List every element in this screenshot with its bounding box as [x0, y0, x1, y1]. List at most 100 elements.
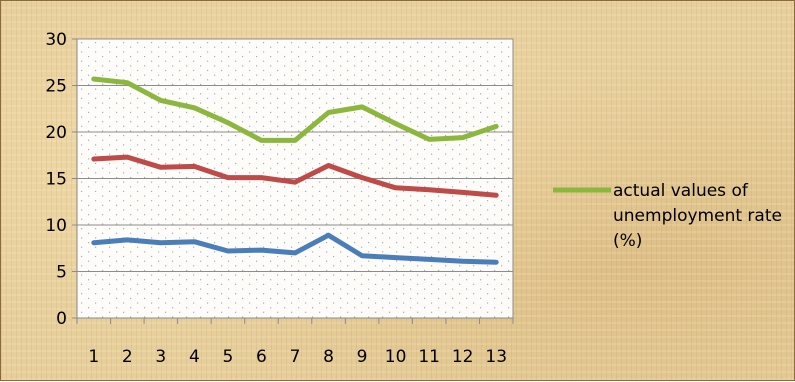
- pattern-dot: [501, 302, 503, 304]
- pattern-dot: [326, 307, 328, 309]
- pattern-dot: [375, 162, 377, 165]
- pattern-dot: [333, 88, 335, 90]
- pattern-dot: [487, 218, 489, 220]
- pattern-dot: [361, 135, 363, 137]
- pattern-dot: [270, 148, 272, 151]
- pattern-dot: [333, 144, 335, 146]
- x-tick-label: 5: [223, 347, 234, 367]
- pattern-dot: [151, 60, 153, 62]
- pattern-dot: [214, 279, 216, 281]
- pattern-dot: [347, 283, 349, 285]
- pattern-dot: [298, 121, 300, 123]
- pattern-dot: [368, 65, 370, 67]
- pattern-dot: [221, 88, 223, 90]
- pattern-dot: [508, 65, 510, 67]
- pattern-dot: [242, 279, 244, 281]
- pattern-dot: [298, 148, 300, 151]
- pattern-dot: [130, 111, 132, 113]
- pattern-dot: [354, 232, 356, 234]
- pattern-dot: [417, 162, 419, 165]
- pattern-dot: [347, 116, 349, 118]
- pattern-dot: [452, 46, 454, 48]
- pattern-dot: [123, 246, 125, 248]
- pattern-dot: [116, 102, 118, 104]
- pattern-dot: [277, 190, 279, 192]
- pattern-dot: [389, 209, 391, 211]
- pattern-dot: [144, 74, 146, 76]
- pattern-dot: [235, 79, 237, 81]
- pattern-dot: [382, 176, 384, 179]
- pattern-dot: [431, 153, 433, 155]
- pattern-dot: [473, 172, 475, 174]
- pattern-dot: [382, 288, 384, 290]
- pattern-dot: [305, 88, 307, 90]
- pattern-dot: [368, 232, 370, 234]
- pattern-dot: [403, 190, 405, 192]
- pattern-dot: [214, 158, 216, 160]
- pattern-dot: [403, 144, 405, 146]
- pattern-dot: [326, 83, 328, 85]
- pattern-dot: [130, 307, 132, 309]
- pattern-dot: [137, 246, 139, 248]
- pattern-dot: [333, 209, 335, 211]
- pattern-dot: [494, 158, 496, 160]
- pattern-dot: [81, 181, 83, 183]
- pattern-dot: [333, 135, 335, 137]
- pattern-dot: [466, 167, 468, 169]
- pattern-dot: [445, 246, 447, 248]
- pattern-dot: [487, 237, 489, 239]
- pattern-dot: [431, 293, 433, 295]
- pattern-dot: [438, 242, 440, 244]
- pattern-dot: [242, 83, 244, 85]
- pattern-dot: [186, 251, 188, 253]
- pattern-dot: [361, 79, 363, 81]
- pattern-dot: [382, 158, 384, 160]
- pattern-dot: [137, 135, 139, 137]
- pattern-dot: [459, 265, 461, 267]
- pattern-dot: [270, 46, 272, 48]
- pattern-dot: [81, 237, 83, 239]
- pattern-dot: [193, 274, 195, 276]
- pattern-dot: [375, 246, 377, 248]
- pattern-dot: [347, 302, 349, 304]
- pattern-dot: [494, 176, 496, 179]
- pattern-dot: [284, 242, 286, 244]
- pattern-dot: [410, 139, 412, 141]
- pattern-dot: [172, 186, 174, 188]
- pattern-dot: [137, 283, 139, 285]
- pattern-dot: [81, 228, 83, 230]
- pattern-dot: [221, 153, 223, 155]
- pattern-dot: [340, 297, 342, 299]
- pattern-dot: [333, 228, 335, 230]
- pattern-dot: [88, 148, 90, 151]
- pattern-dot: [312, 279, 314, 281]
- pattern-dot: [333, 302, 335, 304]
- pattern-dot: [81, 144, 83, 146]
- pattern-dot: [319, 162, 321, 165]
- pattern-dot: [319, 246, 321, 248]
- pattern-dot: [130, 46, 132, 48]
- pattern-dot: [242, 316, 244, 318]
- pattern-dot: [459, 69, 461, 72]
- pattern-dot: [130, 74, 132, 76]
- pattern-dot: [298, 158, 300, 160]
- pattern-dot: [298, 288, 300, 290]
- pattern-dot: [235, 274, 237, 276]
- pattern-dot: [501, 79, 503, 81]
- pattern-dot: [333, 125, 335, 127]
- pattern-dot: [172, 260, 174, 262]
- pattern-dot: [466, 279, 468, 281]
- pattern-dot: [361, 200, 363, 202]
- pattern-dot: [81, 135, 83, 137]
- pattern-dot: [109, 125, 111, 127]
- pattern-dot: [158, 186, 160, 188]
- pattern-dot: [116, 74, 118, 76]
- pattern-dot: [473, 274, 475, 276]
- pattern-dot: [242, 74, 244, 76]
- pattern-dot: [487, 107, 489, 109]
- pattern-dot: [410, 83, 412, 85]
- pattern-dot: [487, 144, 489, 146]
- pattern-dot: [102, 139, 104, 141]
- pattern-dot: [326, 260, 328, 262]
- pattern-dot: [298, 297, 300, 299]
